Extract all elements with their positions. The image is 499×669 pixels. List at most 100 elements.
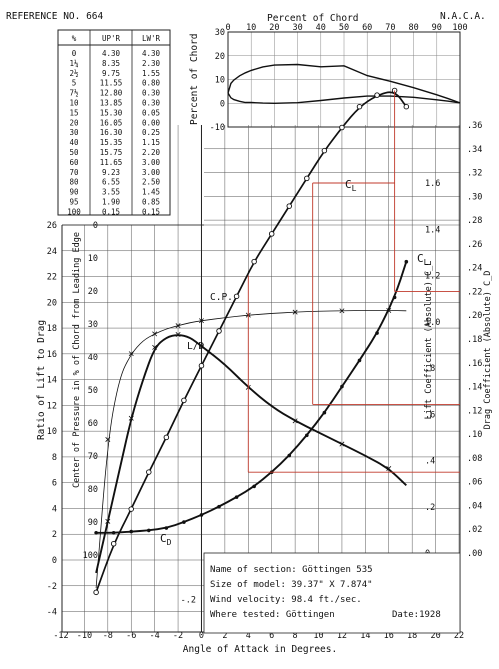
- x-tick-label: 10: [313, 631, 323, 641]
- ld-data-point: [339, 441, 345, 447]
- cl-data-point: [233, 293, 240, 300]
- table-cell: 15.30: [100, 108, 123, 117]
- airfoil-upper-surface: [227, 63, 461, 104]
- table-cell: 9.75: [102, 69, 120, 78]
- x-tick-label: 0: [199, 631, 204, 641]
- cd-data-point: [164, 526, 169, 530]
- cl-axis-label: Lift Coefficient (Absolute) C_L: [424, 261, 434, 420]
- airfoil-x-tick: 80: [408, 23, 418, 33]
- x-tick-label: -6: [126, 631, 136, 641]
- cl-tick-label: 1.4: [425, 225, 440, 235]
- info-date: Date:1928: [392, 610, 441, 620]
- ld-tick-label: 20: [47, 298, 57, 308]
- cd-tick-label: .12: [467, 406, 482, 416]
- ld-tick-label: 12: [47, 401, 57, 411]
- naca-label: N.A.C.A.: [440, 11, 486, 22]
- table-cell: 3.00: [142, 168, 161, 177]
- table-cell: 3.55: [102, 188, 120, 197]
- table-cell: 30: [69, 128, 79, 137]
- airfoil-y-tick: 20: [215, 52, 225, 62]
- cp-data-point: [105, 437, 111, 442]
- x-tick-label: 12: [337, 631, 347, 641]
- ld-data-point: [175, 332, 181, 338]
- cd-axis-label: Drag Coefficient (Absolute) C_D: [483, 271, 493, 430]
- cl-tick-label: .2: [425, 503, 435, 513]
- cd-tick-label: .10: [467, 430, 482, 440]
- cl-data-point: [304, 175, 310, 182]
- cl-data-point: [128, 506, 134, 512]
- cp-tick-label: 100: [83, 551, 98, 561]
- table-cell: 4.30: [102, 49, 121, 58]
- table-cell: 50: [69, 148, 79, 157]
- table-cell: 0.30: [142, 99, 161, 108]
- x-tick-label: 18: [407, 631, 417, 641]
- cd-tick-label: .20: [467, 311, 482, 321]
- cd-data-point: [182, 520, 186, 524]
- cp-tick-label: 60: [88, 419, 98, 429]
- ld-tick-label: 16: [47, 350, 57, 360]
- cl-data-point: [163, 434, 170, 441]
- curve-cl: [95, 91, 407, 593]
- cl-data-point: [286, 203, 293, 209]
- curve-cp: [95, 310, 407, 589]
- ld-tick-label: 10: [47, 427, 57, 437]
- cl-tick-label: 1.2: [425, 272, 440, 282]
- table-cell: 100: [67, 207, 81, 216]
- table-cell: 10: [69, 99, 79, 108]
- table-cell: 13.85: [100, 99, 123, 108]
- airfoil-y-tick: 10: [215, 76, 225, 86]
- cd-tick-label: .16: [467, 359, 482, 369]
- cd-tick-label: .22: [467, 287, 482, 297]
- table-cell: 90: [69, 188, 79, 197]
- info-line-3: Wind velocity: 98.4 ft./sec.: [210, 595, 362, 605]
- table-cell: 11.55: [100, 79, 123, 88]
- table-cell: 16.30: [100, 128, 123, 137]
- airfoil-x-tick: 30: [292, 23, 302, 33]
- table-cell: 2.20: [142, 148, 161, 157]
- cd-tick-label: .18: [467, 335, 482, 345]
- cd-tick-label: .32: [467, 169, 482, 179]
- cp-tick-label: 20: [88, 287, 98, 297]
- cl-curve-label: CL: [345, 178, 357, 193]
- x-tick-label: 4: [246, 631, 251, 641]
- cl-data-point: [403, 103, 410, 110]
- cd-tick-label: .14: [467, 383, 482, 393]
- cd-tick-label: .24: [467, 264, 482, 274]
- table-cell: 15.75: [100, 148, 123, 157]
- airfoil-x-tick: 20: [269, 23, 279, 33]
- table-cell: 0.25: [142, 128, 160, 137]
- table-header-0: %: [72, 34, 77, 43]
- ld-data-point: [198, 343, 204, 349]
- ld-data-point: [105, 518, 111, 524]
- cl-data-point: [181, 397, 187, 404]
- x-tick-label: -10: [77, 631, 92, 641]
- ld-data-point: [292, 418, 298, 424]
- ld-data-point: [152, 344, 158, 350]
- cd-data-point: [340, 384, 344, 389]
- cl-data-point: [93, 589, 99, 596]
- cp-axis-label: Center of Pressure in % of Chord from Le…: [72, 232, 82, 488]
- curve-cd: [96, 261, 408, 534]
- table-cell: 60: [69, 158, 79, 167]
- table-cell: 80: [69, 178, 79, 187]
- info-line-4: Where tested: Göttingen: [210, 610, 335, 620]
- ld-curve-label: L/D: [187, 341, 204, 352]
- cd-data-point: [287, 453, 292, 458]
- x-tick-label: 16: [384, 631, 394, 641]
- x-tick-label: 8: [293, 631, 298, 641]
- table-cell: 2.30: [142, 59, 161, 68]
- table-cell: 3.00: [142, 158, 161, 167]
- cd-tick-label: .08: [467, 454, 482, 464]
- airfoil-y-tick: 0: [220, 99, 225, 109]
- table-cell: 0.00: [142, 118, 161, 127]
- airfoil-x-tick: 70: [385, 23, 395, 33]
- ld-tick-label: 8: [52, 453, 57, 463]
- cd-data-point: [111, 530, 116, 535]
- table-header-1: UP'R: [102, 34, 121, 43]
- cl-tick-label: 1.0: [425, 318, 440, 328]
- cl-tick-label: .6: [425, 410, 435, 420]
- cd-data-point: [404, 259, 409, 264]
- table-cell: 15.35: [100, 138, 123, 147]
- cd-data-point: [146, 528, 151, 533]
- cp-tick-label: 10: [88, 254, 98, 264]
